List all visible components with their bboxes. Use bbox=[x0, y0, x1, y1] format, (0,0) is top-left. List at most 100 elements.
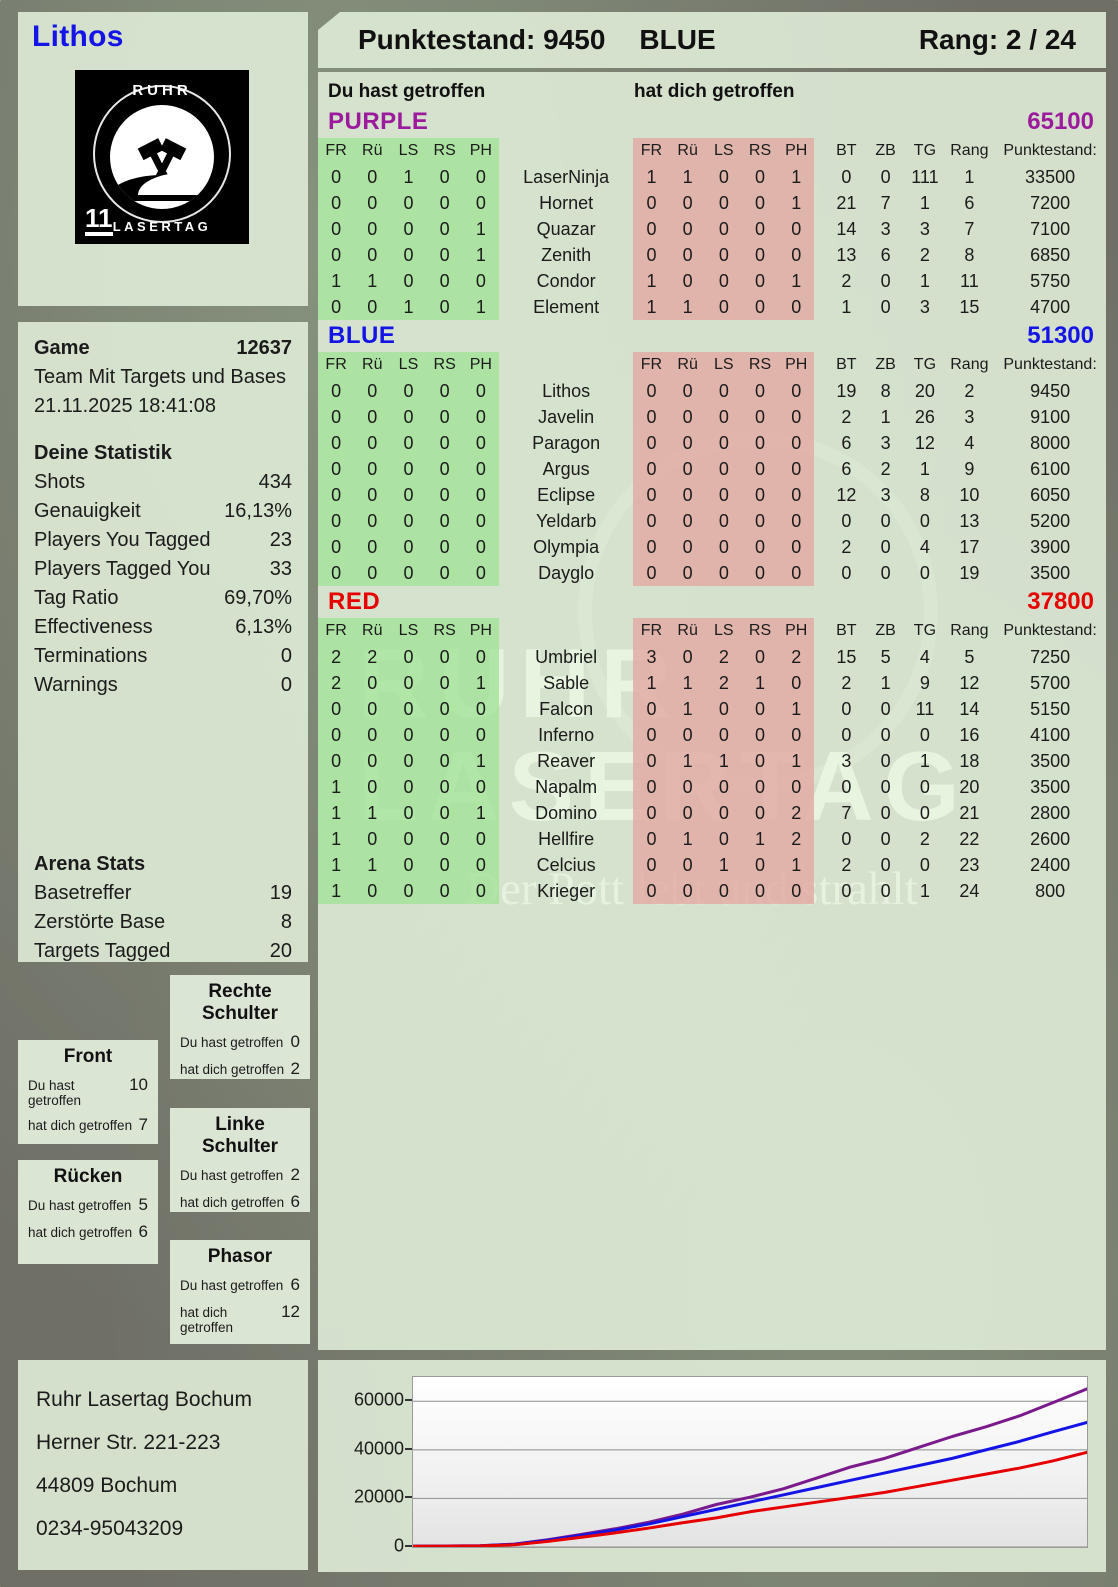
team-table: FR Rü LS RS PH FR Rü LS RS PH BT ZB TG Rang Punktestan… bbox=[318, 618, 1106, 904]
cell-them-ph: 1 bbox=[778, 164, 815, 190]
cell-them-rs: 0 bbox=[741, 190, 779, 216]
cell-them-ls: 0 bbox=[705, 826, 742, 852]
cell-them-ph: 2 bbox=[778, 826, 815, 852]
cell-you-fr: 0 bbox=[318, 748, 355, 774]
cell-rang: 7 bbox=[964, 218, 975, 239]
cell-rang: 18 bbox=[959, 750, 980, 771]
cell-them-rs: 0 bbox=[741, 508, 779, 534]
cell-zb: 6 bbox=[880, 244, 891, 265]
player-name-cell: Yeldarb bbox=[535, 510, 597, 531]
stat-row: Players You Tagged 23 bbox=[34, 526, 292, 555]
col-header-you-fr: FR bbox=[318, 618, 355, 644]
hit-box-title: Rücken bbox=[53, 1166, 123, 1187]
stat-value: 0 bbox=[280, 645, 292, 667]
cell-them-rü: 0 bbox=[669, 404, 706, 430]
stat-value: 23 bbox=[269, 529, 292, 551]
hit-them-label: hat dich getroffen bbox=[180, 1195, 285, 1210]
hit-box-title: Phasor bbox=[207, 1246, 273, 1267]
cell-rang: 21 bbox=[959, 802, 980, 823]
cell-them-rs: 0 bbox=[741, 534, 779, 560]
col-header-you-ph: PH bbox=[462, 138, 499, 164]
cell-them-fr: 1 bbox=[633, 670, 670, 696]
header-you-tagged: Du hast getroffen bbox=[328, 81, 486, 102]
game-row: Game 12637 bbox=[34, 334, 292, 363]
hit-them-label: hat dich getroffen bbox=[28, 1225, 133, 1240]
team-total-score: 51300 bbox=[1027, 322, 1094, 349]
stat-value: 33 bbox=[269, 558, 292, 580]
player-name-cell: Element bbox=[533, 296, 600, 317]
table-row: 2 0 0 0 1 Sable 1 1 2 1 0 2 1 9 12 5700 bbox=[318, 670, 1106, 696]
cell-rang: 11 bbox=[960, 270, 979, 291]
cell-you-ls: 0 bbox=[390, 430, 427, 456]
spacer bbox=[34, 421, 292, 439]
hit-them-value: 12 bbox=[281, 1302, 300, 1321]
cell-you-ls: 0 bbox=[390, 534, 427, 560]
cell-points: 5750 bbox=[1030, 270, 1071, 291]
cell-you-fr: 0 bbox=[318, 190, 355, 216]
cell-gap bbox=[814, 508, 826, 534]
hit-them-value: 6 bbox=[290, 1192, 300, 1211]
cell-them-ls: 0 bbox=[705, 294, 742, 320]
hit-you-label: Du hast getroffen bbox=[28, 1198, 132, 1213]
cell-them-rs: 0 bbox=[741, 748, 779, 774]
cell-you-rs: 0 bbox=[426, 242, 463, 268]
cell-points: 3500 bbox=[1030, 776, 1071, 797]
cell-you-ph: 1 bbox=[462, 748, 499, 774]
logo-number: 11 bbox=[85, 205, 113, 236]
col-header-bt: BT bbox=[836, 142, 857, 159]
cell-them-rs: 0 bbox=[741, 800, 779, 826]
cell-rang: 2 bbox=[964, 380, 975, 401]
chart-y-tick-label: 60000 bbox=[353, 1389, 404, 1410]
cell-rang: 14 bbox=[959, 698, 980, 719]
cell-you-ph: 0 bbox=[462, 482, 499, 508]
cell-points: 4100 bbox=[1030, 724, 1071, 745]
col-header-you-rs: RS bbox=[426, 352, 463, 378]
table-row: 1 1 0 0 0 Condor 1 0 0 0 1 2 0 1 11 5750 bbox=[318, 268, 1106, 294]
cell-you-fr: 0 bbox=[318, 404, 355, 430]
cell-you-ls: 1 bbox=[390, 164, 427, 190]
cell-zb: 3 bbox=[880, 484, 891, 505]
chart-y-tick-mark bbox=[405, 1447, 412, 1450]
cell-points: 3900 bbox=[1030, 536, 1071, 557]
cell-you-fr: 2 bbox=[318, 644, 355, 670]
cell-you-rü: 0 bbox=[354, 456, 391, 482]
cell-you-ph: 0 bbox=[462, 534, 499, 560]
cell-them-ls: 0 bbox=[705, 482, 742, 508]
col-gap bbox=[814, 138, 826, 164]
cell-zb: 0 bbox=[880, 854, 891, 875]
cell-you-ph: 1 bbox=[462, 242, 499, 268]
col-header-you-rü: Rü bbox=[354, 352, 391, 378]
cell-them-ph: 1 bbox=[778, 852, 815, 878]
cell-you-ls: 0 bbox=[390, 696, 427, 722]
cell-them-ls: 0 bbox=[705, 164, 742, 190]
cell-them-fr: 0 bbox=[633, 242, 670, 268]
cell-you-ls: 0 bbox=[390, 722, 427, 748]
cell-them-fr: 0 bbox=[633, 774, 670, 800]
arena-stats-list: Basetreffer 19 Zerstörte Base 8 Targets Tagg… bbox=[34, 879, 292, 966]
table-row: 1 0 0 0 0 Krieger 0 0 0 0 0 0 0 1 24 800 bbox=[318, 878, 1106, 904]
hit-you-value: 5 bbox=[138, 1195, 148, 1214]
table-row: 0 0 0 0 0 Eclipse 0 0 0 0 0 12 3 8 10 6050 bbox=[318, 482, 1106, 508]
game-datetime: 21.11.2025 18:41:08 bbox=[34, 395, 217, 417]
cell-bt: 0 bbox=[841, 698, 852, 719]
cell-them-fr: 0 bbox=[633, 826, 670, 852]
cell-bt: 12 bbox=[836, 484, 857, 505]
cell-tg: 1 bbox=[919, 880, 930, 901]
cell-tg: 0 bbox=[919, 562, 930, 583]
table-row: 0 0 0 0 0 Argus 0 0 0 0 0 6 2 1 9 6100 bbox=[318, 456, 1106, 482]
cell-you-rü: 0 bbox=[354, 164, 391, 190]
cell-them-fr: 0 bbox=[633, 482, 670, 508]
player-name-cell: Olympia bbox=[533, 536, 600, 557]
col-header-zb: ZB bbox=[875, 142, 896, 159]
cell-you-rs: 0 bbox=[426, 696, 463, 722]
cell-you-rs: 0 bbox=[426, 294, 463, 320]
cell-points: 7200 bbox=[1030, 192, 1071, 213]
hit-them-label: hat dich getroffen bbox=[28, 1118, 133, 1133]
cell-gap bbox=[814, 800, 826, 826]
cell-them-ls: 2 bbox=[705, 644, 742, 670]
table-header-row: FR Rü LS RS PH FR Rü LS RS PH BT ZB TG Rang Punktestan… bbox=[318, 138, 1106, 164]
cell-tg: 1 bbox=[919, 458, 930, 479]
table-row: 0 0 0 0 1 Quazar 0 0 0 0 0 14 3 3 7 7100 bbox=[318, 216, 1106, 242]
cell-zb: 0 bbox=[880, 802, 891, 823]
address-line: Herner Str. 221-223 bbox=[36, 1431, 221, 1455]
